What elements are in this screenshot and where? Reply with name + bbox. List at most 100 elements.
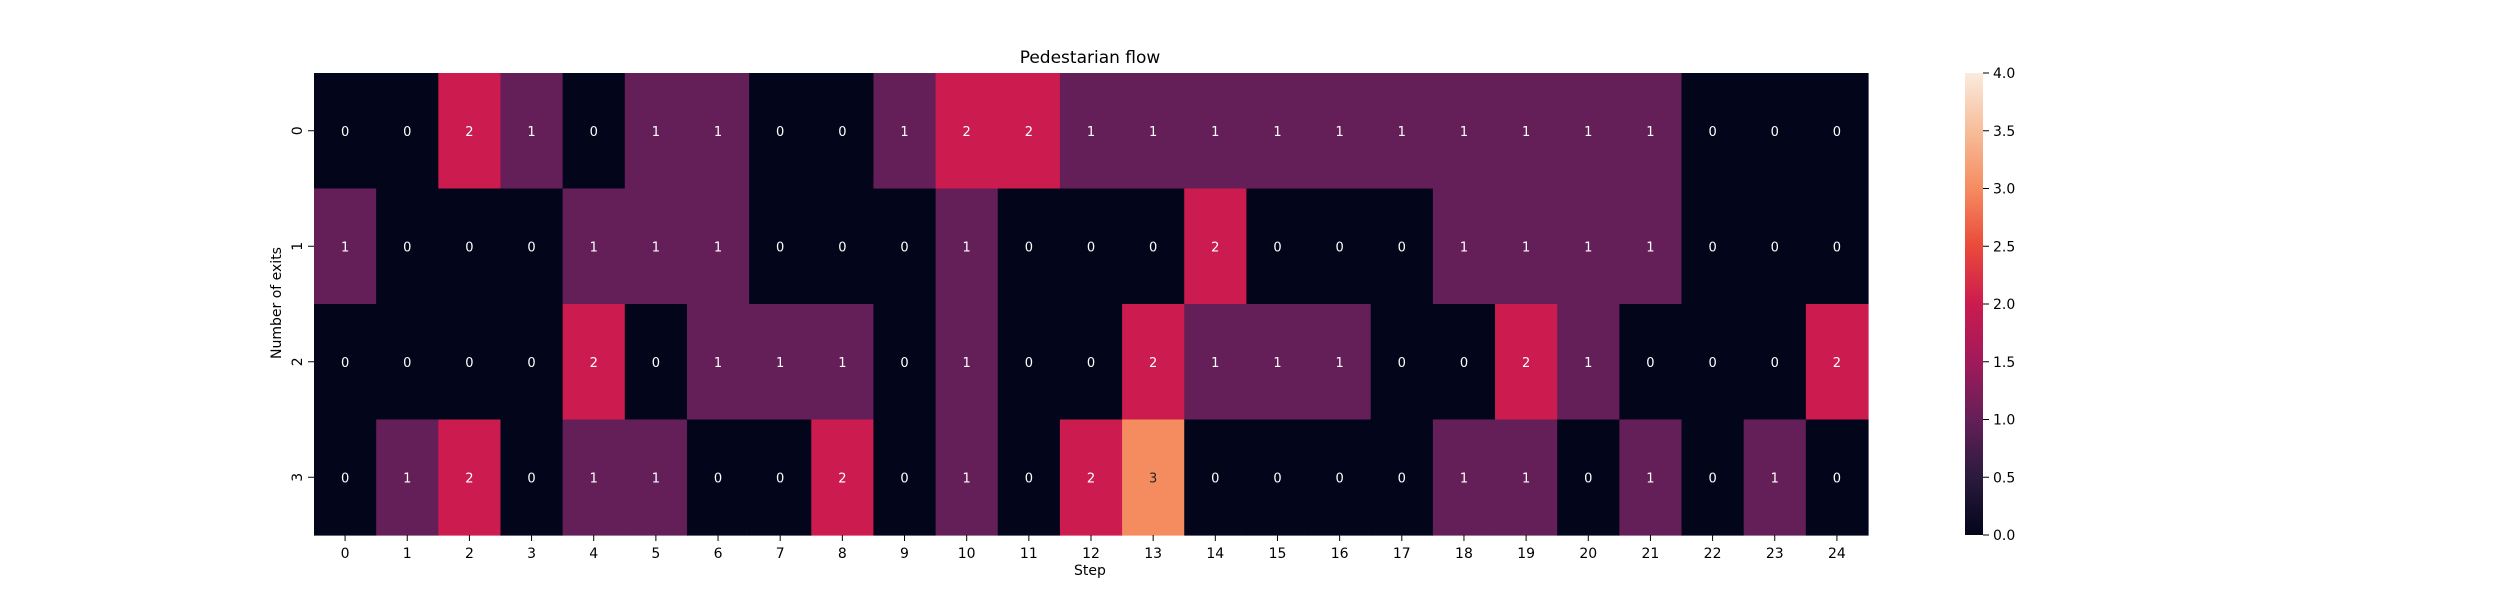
heatmap-cell (1122, 73, 1185, 190)
heatmap-cell (1743, 73, 1807, 190)
cell-value-label: 0 (1708, 240, 1716, 255)
cell-value-label: 1 (714, 125, 722, 140)
cell-value-label: 0 (900, 240, 908, 255)
heatmap-cell (376, 188, 439, 305)
cell-value-label: 0 (1708, 356, 1716, 371)
cell-value-label: 1 (963, 240, 971, 255)
cell-value-label: 2 (963, 125, 971, 140)
heatmap-cell (438, 73, 502, 190)
heatmap-cell (1495, 188, 1558, 305)
heatmap-cell (1432, 188, 1496, 305)
cell-value-label: 1 (1522, 125, 1530, 140)
heatmap-cell (1681, 188, 1745, 305)
heatmap-cell (811, 304, 875, 421)
cell-value-label: 1 (1087, 125, 1095, 140)
cell-value-label: 1 (1584, 125, 1592, 140)
cell-value-label: 1 (1273, 356, 1281, 371)
heatmap-cell (500, 188, 564, 305)
x-tick-label: 12 (1082, 546, 1100, 562)
y-tick-label: 1 (290, 242, 306, 251)
heatmap-cell (1495, 419, 1558, 536)
heatmap-cell (1246, 73, 1310, 190)
cell-value-label: 1 (1646, 471, 1654, 486)
heatmap-cell (438, 419, 502, 536)
cell-value-label: 2 (838, 471, 846, 486)
heatmap-cell (749, 304, 812, 421)
heatmap-cell (686, 419, 750, 536)
x-tick-label: 24 (1828, 546, 1846, 562)
heatmap-cell (1805, 188, 1869, 305)
cell-value-label: 0 (1398, 356, 1406, 371)
heatmap-cell (1370, 73, 1434, 190)
cell-value-label: 3 (1149, 471, 1157, 486)
cell-value-label: 0 (465, 356, 473, 371)
colorbar-tick-label: 1.5 (1993, 355, 2015, 371)
cell-value-label: 1 (1584, 356, 1592, 371)
cell-value-label: 2 (465, 125, 473, 140)
heatmap-cell (1059, 304, 1123, 421)
heatmap-cell (873, 188, 937, 305)
x-tick-label: 7 (776, 546, 785, 562)
colorbar-tick-label: 2.5 (1993, 239, 2015, 255)
cell-value-label: 0 (527, 471, 535, 486)
x-tick-label: 4 (589, 546, 598, 562)
cell-value-label: 0 (341, 356, 349, 371)
x-tick-label: 21 (1642, 546, 1660, 562)
x-tick-label: 17 (1393, 546, 1411, 562)
colorbar: 0.0 0.5 1.0 1.5 2.0 2.5 3.0 3.5 4.0 (1965, 66, 2015, 544)
heatmap-cell (1432, 73, 1496, 190)
cell-value-label: 1 (1273, 125, 1281, 140)
heatmap-cell (1619, 73, 1683, 190)
heatmap-cell (1619, 304, 1683, 421)
heatmap-cell (1246, 419, 1310, 536)
cell-value-label: 1 (1584, 240, 1592, 255)
x-tick-label: 8 (838, 546, 847, 562)
colorbar-tick-label: 2.0 (1993, 297, 2015, 313)
heatmap-cell (811, 419, 875, 536)
heatmap-cell (1619, 419, 1683, 536)
cell-value-label: 1 (590, 471, 598, 486)
colorbar-tick-label: 3.5 (1993, 124, 2015, 140)
cell-value-label: 1 (963, 356, 971, 371)
cell-value-label: 1 (714, 356, 722, 371)
heatmap-cell (1059, 188, 1123, 305)
cell-value-label: 1 (527, 125, 535, 140)
heatmap-cell (1805, 419, 1869, 536)
x-tick-label: 20 (1579, 546, 1597, 562)
heatmap-cell (1308, 419, 1372, 536)
heatmap-cell (376, 304, 439, 421)
x-tick-label: 13 (1144, 546, 1162, 562)
heatmap-cell (624, 419, 688, 536)
cell-value-label: 1 (590, 240, 598, 255)
heatmap-cell (873, 304, 937, 421)
heatmap-cell (562, 419, 626, 536)
cell-value-label: 1 (1646, 125, 1654, 140)
heatmap-cells: 0 0 2 1 0 1 1 0 0 1 2 2 1 1 1 1 1 1 1 1 1 1 0 0 0 1 0 0 0 1 1 1 0 0 0 1 0 0 0 2… (314, 73, 1869, 536)
heatmap-cell (1743, 419, 1807, 536)
cell-value-label: 0 (1335, 471, 1343, 486)
cell-value-label: 0 (1335, 240, 1343, 255)
cell-value-label: 0 (403, 240, 411, 255)
cell-value-label: 1 (652, 240, 660, 255)
cell-value-label: 0 (1646, 356, 1654, 371)
cell-value-label: 0 (341, 471, 349, 486)
colorbar-tick-label: 1.0 (1993, 413, 2015, 429)
heatmap-cell (811, 73, 875, 190)
cell-value-label: 1 (1522, 240, 1530, 255)
cell-value-label: 0 (1149, 240, 1157, 255)
heatmap-cell (1308, 188, 1372, 305)
colorbar-tick-label: 4.0 (1993, 66, 2015, 82)
heatmap-cell (1557, 304, 1620, 421)
heatmap-cell (1246, 304, 1310, 421)
cell-value-label: 2 (465, 471, 473, 486)
heatmap-cell (500, 304, 564, 421)
heatmap-cell (1805, 304, 1869, 421)
x-tick-label: 1 (403, 546, 412, 562)
cell-value-label: 0 (776, 240, 784, 255)
heatmap-cell (500, 419, 564, 536)
cell-value-label: 2 (1522, 356, 1530, 371)
cell-value-label: 0 (776, 125, 784, 140)
colorbar-gradient (1965, 73, 1983, 535)
x-tick-label: 22 (1704, 546, 1722, 562)
heatmap-cell (314, 304, 377, 421)
